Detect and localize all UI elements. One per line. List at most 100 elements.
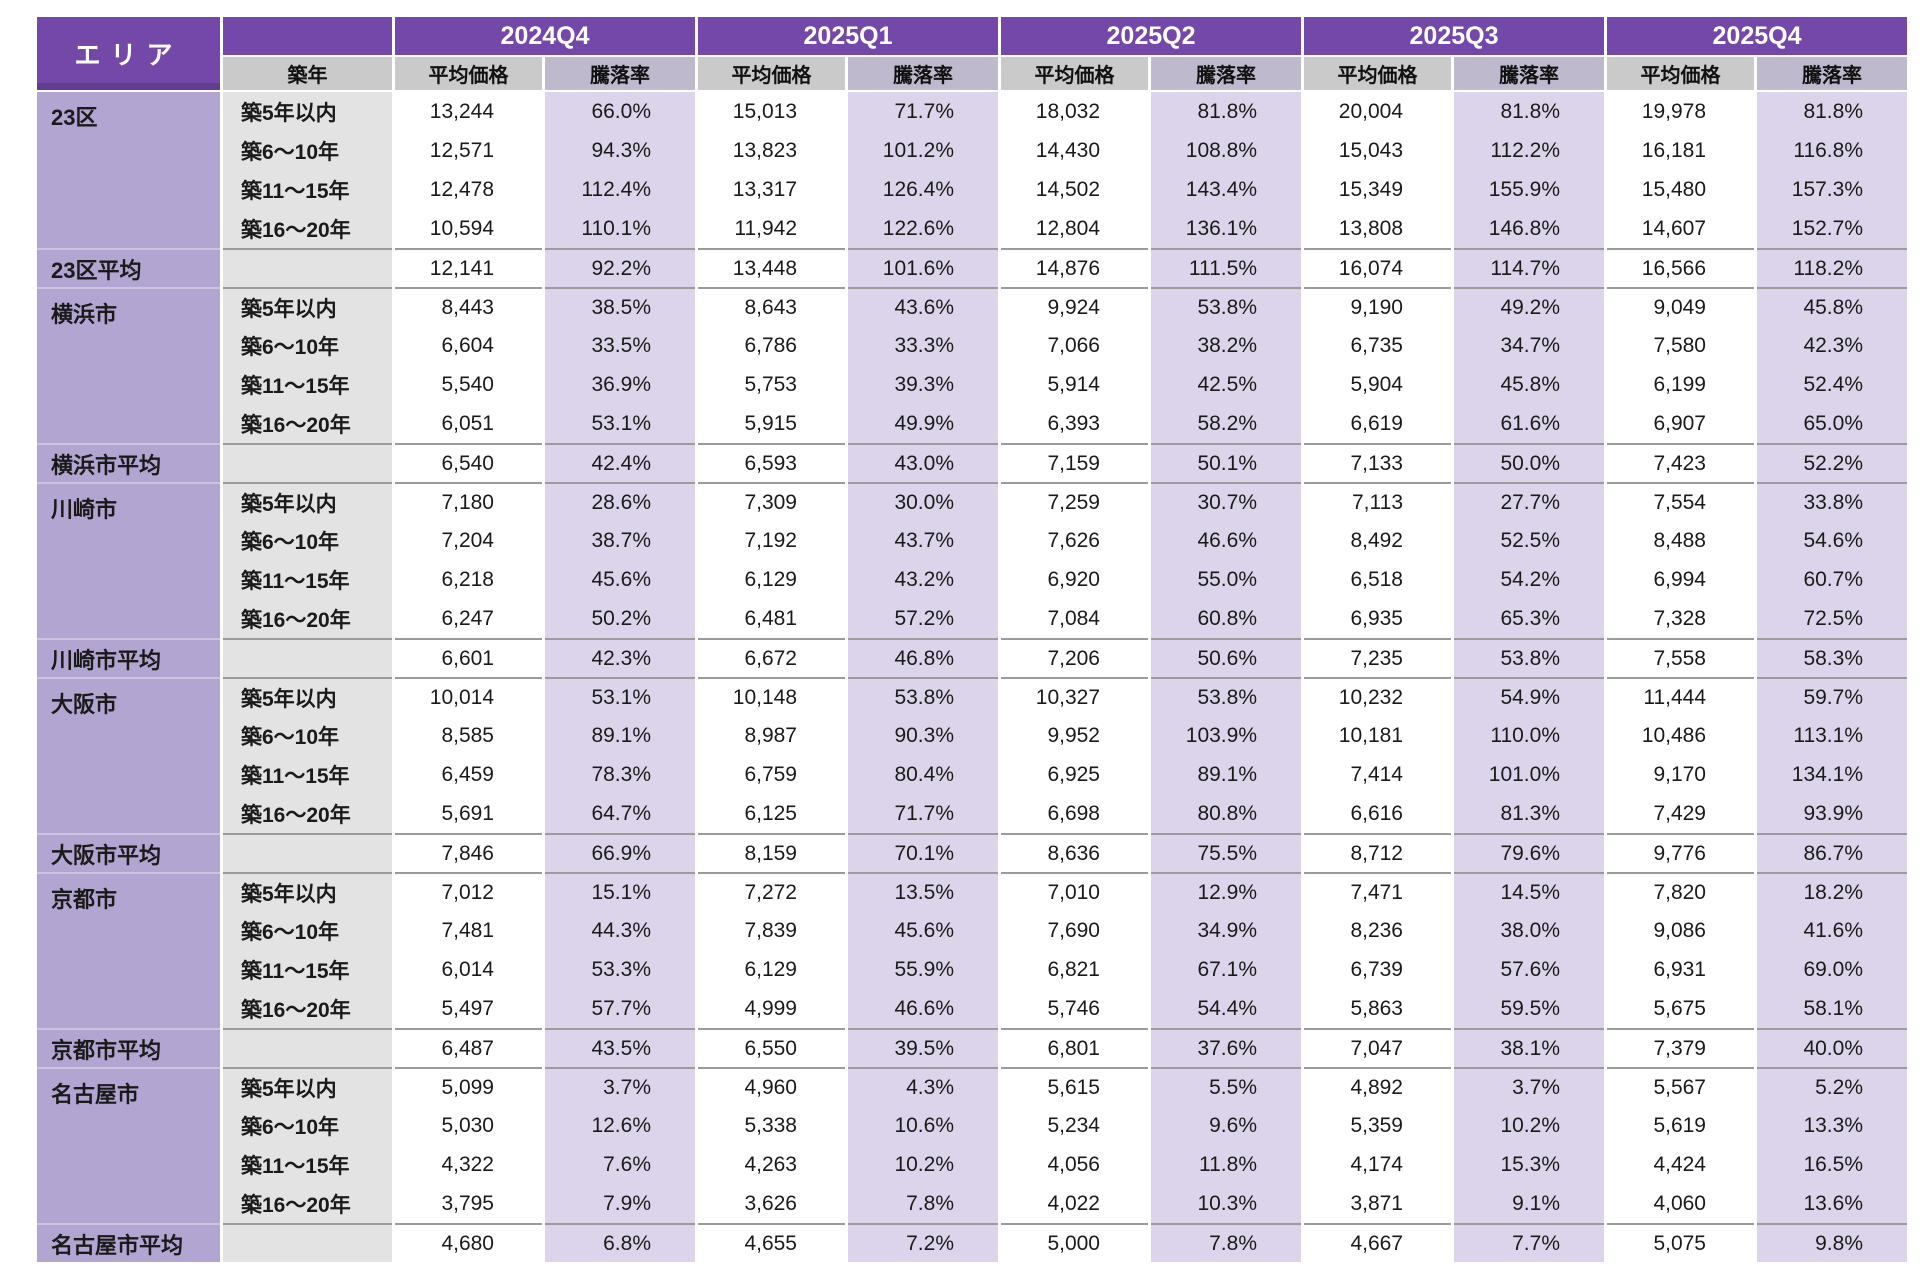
- change-cell: 53.3%: [545, 950, 695, 989]
- average-price-cell: 7,423: [1607, 443, 1754, 482]
- average-price-cell: 8,636: [1001, 833, 1148, 872]
- change-cell: 110.0%: [1454, 716, 1604, 755]
- average-change-cell: 9.8%: [1757, 1223, 1907, 1262]
- table-row: 築11～15年 6,014 53.3% 6,129 55.9% 6,821 67.1% 6,7…: [37, 950, 1907, 989]
- change-cell: 27.7%: [1454, 482, 1604, 521]
- change-cell: 38.0%: [1454, 911, 1604, 950]
- price-cell: 14,607: [1607, 209, 1754, 248]
- price-cell: 6,619: [1304, 404, 1451, 443]
- change-cell: 9.6%: [1151, 1106, 1301, 1145]
- price-cell: 5,234: [1001, 1106, 1148, 1145]
- price-cell: 6,759: [698, 755, 845, 794]
- average-price-cell: 8,159: [698, 833, 845, 872]
- change-cell: 71.7%: [848, 794, 998, 833]
- age-cell-empty: [223, 638, 392, 677]
- average-price-cell: 7,558: [1607, 638, 1754, 677]
- change-cell: 71.7%: [848, 92, 998, 131]
- change-cell: 59.7%: [1757, 677, 1907, 716]
- change-cell: 38.5%: [545, 287, 695, 326]
- average-change-cell: 114.7%: [1454, 248, 1604, 287]
- price-cell: 11,942: [698, 209, 845, 248]
- change-cell: 108.8%: [1151, 131, 1301, 170]
- age-cell-empty: [223, 248, 392, 287]
- price-cell: 9,049: [1607, 287, 1754, 326]
- price-cell: 5,904: [1304, 365, 1451, 404]
- price-cell: 6,907: [1607, 404, 1754, 443]
- average-change-cell: 50.1%: [1151, 443, 1301, 482]
- age-label: 築11～15年: [223, 755, 392, 794]
- change-cell: 5.2%: [1757, 1067, 1907, 1106]
- price-cell: 6,393: [1001, 404, 1148, 443]
- age-cell-empty: [223, 1028, 392, 1067]
- price-cell: 7,481: [395, 911, 542, 950]
- change-cell: 122.6%: [848, 209, 998, 248]
- table-row: 築6～10年 5,030 12.6% 5,338 10.6% 5,234 9.6% 5,359…: [37, 1106, 1907, 1145]
- price-cell: 7,328: [1607, 599, 1754, 638]
- price-subheader: 平均価格: [1304, 57, 1451, 92]
- price-cell: 7,272: [698, 872, 845, 911]
- price-cell: 7,626: [1001, 521, 1148, 560]
- price-cell: 6,518: [1304, 560, 1451, 599]
- table-row: 築6～10年 7,481 44.3% 7,839 45.6% 7,690 34.9% 8,23…: [37, 911, 1907, 950]
- change-cell: 42.5%: [1151, 365, 1301, 404]
- price-cell: 14,502: [1001, 170, 1148, 209]
- average-area-label: 京都市平均: [37, 1028, 220, 1067]
- price-cell: 6,199: [1607, 365, 1754, 404]
- change-cell: 13.5%: [848, 872, 998, 911]
- price-cell: 6,129: [698, 560, 845, 599]
- price-cell: 4,022: [1001, 1184, 1148, 1223]
- average-change-cell: 50.0%: [1454, 443, 1604, 482]
- price-cell: 6,459: [395, 755, 542, 794]
- age-label: 築16～20年: [223, 794, 392, 833]
- price-cell: 6,129: [698, 950, 845, 989]
- price-cell: 6,481: [698, 599, 845, 638]
- change-cell: 58.1%: [1757, 989, 1907, 1028]
- price-cell: 10,327: [1001, 677, 1148, 716]
- average-row: 川崎市平均 6,601 42.3% 6,672 46.8% 7,206 50.6% 7,235…: [37, 638, 1907, 677]
- change-cell: 38.7%: [545, 521, 695, 560]
- age-label: 築16～20年: [223, 989, 392, 1028]
- price-cell: 5,615: [1001, 1067, 1148, 1106]
- table-row: 築11～15年 12,478 112.4% 13,317 126.4% 14,502 143…: [37, 170, 1907, 209]
- price-cell: 4,960: [698, 1067, 845, 1106]
- age-label: 築11～15年: [223, 950, 392, 989]
- quarter-header: 2025Q3: [1304, 17, 1604, 57]
- change-cell: 33.5%: [545, 326, 695, 365]
- average-change-cell: 66.9%: [545, 833, 695, 872]
- price-cell: 5,691: [395, 794, 542, 833]
- change-cell: 53.8%: [1151, 287, 1301, 326]
- price-cell: 9,086: [1607, 911, 1754, 950]
- price-cell: 20,004: [1304, 92, 1451, 131]
- area-label: 京都市: [37, 872, 220, 1028]
- table-row: 築16～20年 3,795 7.9% 3,626 7.8% 4,022 10.3% 3,871…: [37, 1184, 1907, 1223]
- price-cell: 5,540: [395, 365, 542, 404]
- change-cell: 44.3%: [545, 911, 695, 950]
- price-cell: 5,753: [698, 365, 845, 404]
- price-cell: 7,471: [1304, 872, 1451, 911]
- age-label: 築5年以内: [223, 287, 392, 326]
- area-label: 大阪市: [37, 677, 220, 833]
- price-cell: 19,978: [1607, 92, 1754, 131]
- price-subheader: 平均価格: [1001, 57, 1148, 92]
- change-cell: 43.2%: [848, 560, 998, 599]
- price-cell: 12,571: [395, 131, 542, 170]
- price-cell: 7,204: [395, 521, 542, 560]
- change-cell: 9.1%: [1454, 1184, 1604, 1223]
- table-row: 築11～15年 6,459 78.3% 6,759 80.4% 6,925 89.1% 7,4…: [37, 755, 1907, 794]
- average-price-cell: 7,206: [1001, 638, 1148, 677]
- change-cell: 57.7%: [545, 989, 695, 1028]
- price-cell: 5,914: [1001, 365, 1148, 404]
- average-row: 名古屋市平均 4,680 6.8% 4,655 7.2% 5,000 7.8% 4,667 7.…: [37, 1223, 1907, 1262]
- average-change-cell: 75.5%: [1151, 833, 1301, 872]
- change-cell: 110.1%: [545, 209, 695, 248]
- change-cell: 15.1%: [545, 872, 695, 911]
- price-cell: 5,567: [1607, 1067, 1754, 1106]
- change-cell: 45.6%: [545, 560, 695, 599]
- price-cell: 10,594: [395, 209, 542, 248]
- change-cell: 16.5%: [1757, 1145, 1907, 1184]
- price-cell: 6,935: [1304, 599, 1451, 638]
- change-cell: 81.8%: [1151, 92, 1301, 131]
- table-row: 築11～15年 5,540 36.9% 5,753 39.3% 5,914 42.5% 5,9…: [37, 365, 1907, 404]
- change-cell: 7.8%: [848, 1184, 998, 1223]
